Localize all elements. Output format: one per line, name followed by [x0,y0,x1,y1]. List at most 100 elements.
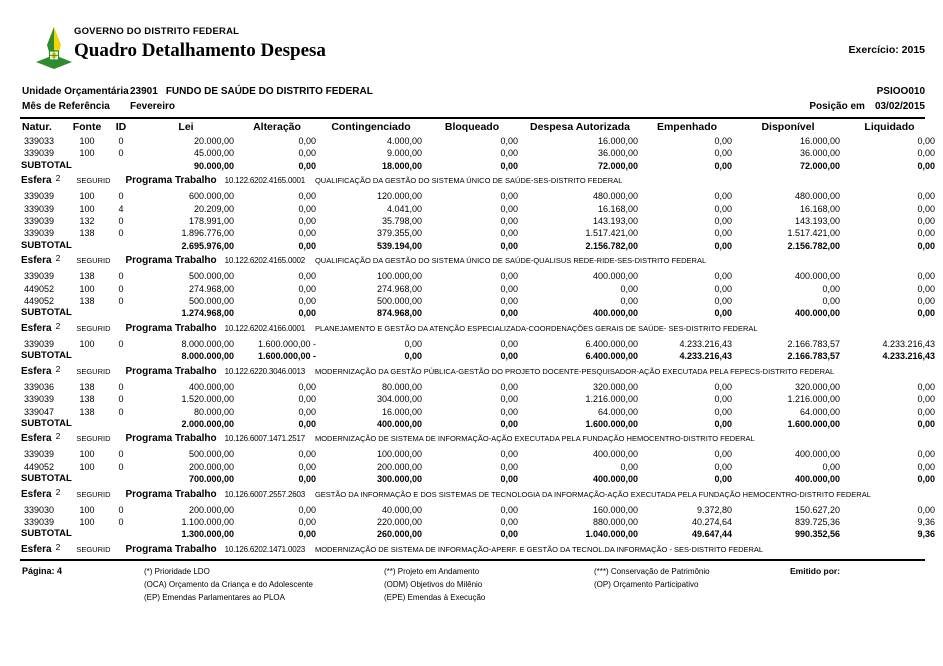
programa-trabalho-code: 10.122.6202.4166.0001 [224,323,306,333]
cell-id: 0 [118,271,124,282]
unidade-line: Unidade Orçamentária 23901 FUNDO DE SAÚD… [22,84,925,99]
programa-trabalho-code: 10.122.6202.4165.0001 [224,176,306,186]
cell-contingenciado: 274.968,00 [376,283,422,294]
cell-liquidado: 0,00 [917,240,935,251]
programa-trabalho-label: Programa Trabalho [125,488,217,500]
programa-trabalho-label: Programa Trabalho [125,365,217,377]
cell-despesa-autorizada: 0,00 [620,296,638,307]
cell-alteracao: 0,00 [298,296,316,307]
cell-id: 0 [118,394,124,405]
cell-despesa-autorizada: 143.193,00 [592,216,638,227]
esfera-number: 2 [55,486,61,497]
programa-trabalho-desc: QUALIFICAÇÃO DA GESTÃO DO SISTEMA ÚNICO … [314,176,623,186]
mes-value: Fevereiro [130,101,176,112]
table-row: 339036 138 0 400.000,00 0,00 80.000,00 0,00 320… [20,381,937,393]
cell-id: 0 [118,338,124,349]
cell-despesa-autorizada: 880.000,00 [592,516,638,527]
cell-contingenciado: 300.000,00 [376,474,422,485]
legend-column-1: (*) Prioridade LDO (OCA) Orçamento da Cr… [144,565,384,604]
cell-empenhado: 0,00 [714,394,732,405]
report-meta: Unidade Orçamentária 23901 FUNDO DE SAÚD… [0,82,943,114]
mes-line: Mês de Referência Fevereiro Posição em 0… [22,99,925,114]
cell-liquidado: 9,36 [917,516,935,527]
esfera-number: 2 [55,431,61,442]
government-name: GOVERNO DO DISTRITO FEDERAL [74,26,240,37]
cell-alteracao: 0,00 [298,461,316,472]
cell-contingenciado: 100.000,00 [376,271,422,282]
cell-alteracao: 0,00 [298,474,316,485]
cell-disponivel: 36.000,00 [799,148,840,159]
cell-lei: 20.209,00 [193,203,234,214]
programa-trabalho-code: 10.122.6202.4165.0002 [224,256,306,266]
cell-bloqueado: 0,00 [500,529,518,540]
cell-natur: 339039 [24,203,55,214]
cell-despesa-autorizada: 400.000,00 [592,474,638,485]
table-row: 339039 100 0 1.100.000,00 0,00 220.000,00 0,00… [20,516,937,528]
legend-item: (OP) Orçamento Participativo [594,579,699,589]
expense-table: Natur. Fonte ID Lei Alteração Contingenc… [0,119,943,555]
cell-despesa-autorizada: 400.000,00 [592,449,638,460]
cell-empenhado: 0,00 [714,271,732,282]
mes-label: Mês de Referência [22,101,110,112]
cell-liquidado: 0,00 [917,160,935,171]
cell-liquidado: 0,00 [917,504,935,515]
cell-despesa-autorizada: 0,00 [620,283,638,294]
table-row: 339039 138 0 1.896.776,00 0,00 379.355,00 0,00… [20,227,937,239]
cell-bloqueado: 0,00 [500,228,518,239]
cell-natur: 339039 [24,148,55,159]
subtotal-label: SUBTOTAL [21,350,72,362]
cell-lei: 178.991,00 [188,216,234,227]
esfera-label: Esfera [21,175,52,187]
cell-empenhado: 0,00 [714,461,732,472]
cell-id: 0 [118,504,124,515]
cell-id: 4 [118,203,124,214]
col-disponivel: Disponível [761,121,815,133]
unidade-label: Unidade Orçamentária [22,86,129,97]
emitido-por-label: Emitido por: [790,565,841,576]
cell-contingenciado: 500.000,00 [376,296,422,307]
cell-fonte: 100 [79,148,95,159]
cell-contingenciado: 9.000,00 [386,148,422,159]
esfera-tipo: SEGURID [76,256,111,266]
col-contingenciado: Contingenciado [331,121,411,133]
cell-liquidado: 0,00 [917,418,935,429]
cell-contingenciado: 200.000,00 [376,461,422,472]
cell-lei: 45.000,00 [193,148,234,159]
cell-disponivel: 2.166.783,57 [787,351,840,362]
table-row: 339047 138 0 80.000,00 0,00 16.000,00 0,00 64.0… [20,406,937,418]
cell-liquidado: 4.233.216,43 [882,351,935,362]
cell-contingenciado: 220.000,00 [376,516,422,527]
cell-contingenciado: 100.000,00 [376,449,422,460]
esfera-tipo: SEGURID [76,323,111,333]
programa-trabalho-code: 10.126.6007.2557.2603 [224,489,306,499]
cell-contingenciado: 304.000,00 [376,394,422,405]
cell-bloqueado: 0,00 [500,271,518,282]
cell-liquidado: 0,00 [917,216,935,227]
table-row: 339030 100 0 200.000,00 0,00 40.000,00 0,00 160… [20,504,937,516]
cell-fonte: 100 [79,338,95,349]
subtotal-row: SUBTOTAL 90.000,00 0,00 18.000,00 0,00 72.000… [20,160,937,172]
cell-lei: 500.000,00 [188,296,234,307]
cell-empenhado: 0,00 [714,406,732,417]
report-footer: Página: 4 (*) Prioridade LDO (OCA) Orçam… [0,561,943,604]
cell-liquidado: 0,00 [917,406,935,417]
cell-alteracao: 0,00 [298,271,316,282]
cell-despesa-autorizada: 2.156.782,00 [585,240,638,251]
table-header-row: Natur. Fonte ID Lei Alteração Contingenc… [20,120,937,135]
programa-trabalho-desc: MODERNIZAÇÃO DA GESTÃO PÚBLICA-GESTÃO DO… [314,366,835,376]
col-empenhado: Empenhado [656,121,718,133]
table-row: 339039 132 0 178.991,00 0,00 35.798,00 0,00 143… [20,215,937,227]
cell-natur: 339033 [24,136,55,146]
cell-liquidado: 0,00 [917,308,935,319]
programa-trabalho-label: Programa Trabalho [125,543,217,555]
esfera-row: Esfera 2 SEGURID Programa Trabalho 10.122.62… [20,173,937,187]
esfera-number: 2 [55,320,61,331]
cell-contingenciado: 4.041,00 [386,203,422,214]
cell-disponivel: 1.600.000,00 [787,418,840,429]
cell-fonte: 100 [79,461,95,472]
legend-item: (EP) Emendas Parlamentares ao PLOA [144,592,285,602]
cell-empenhado: 40.274,64 [691,516,732,527]
cell-alteracao: 1.600.000,00 - [257,351,316,362]
cell-disponivel: 0,00 [822,283,840,294]
programa-trabalho-desc: QUALIFICAÇÃO DA GESTÃO DO SISTEMA ÚNICO … [314,256,707,266]
